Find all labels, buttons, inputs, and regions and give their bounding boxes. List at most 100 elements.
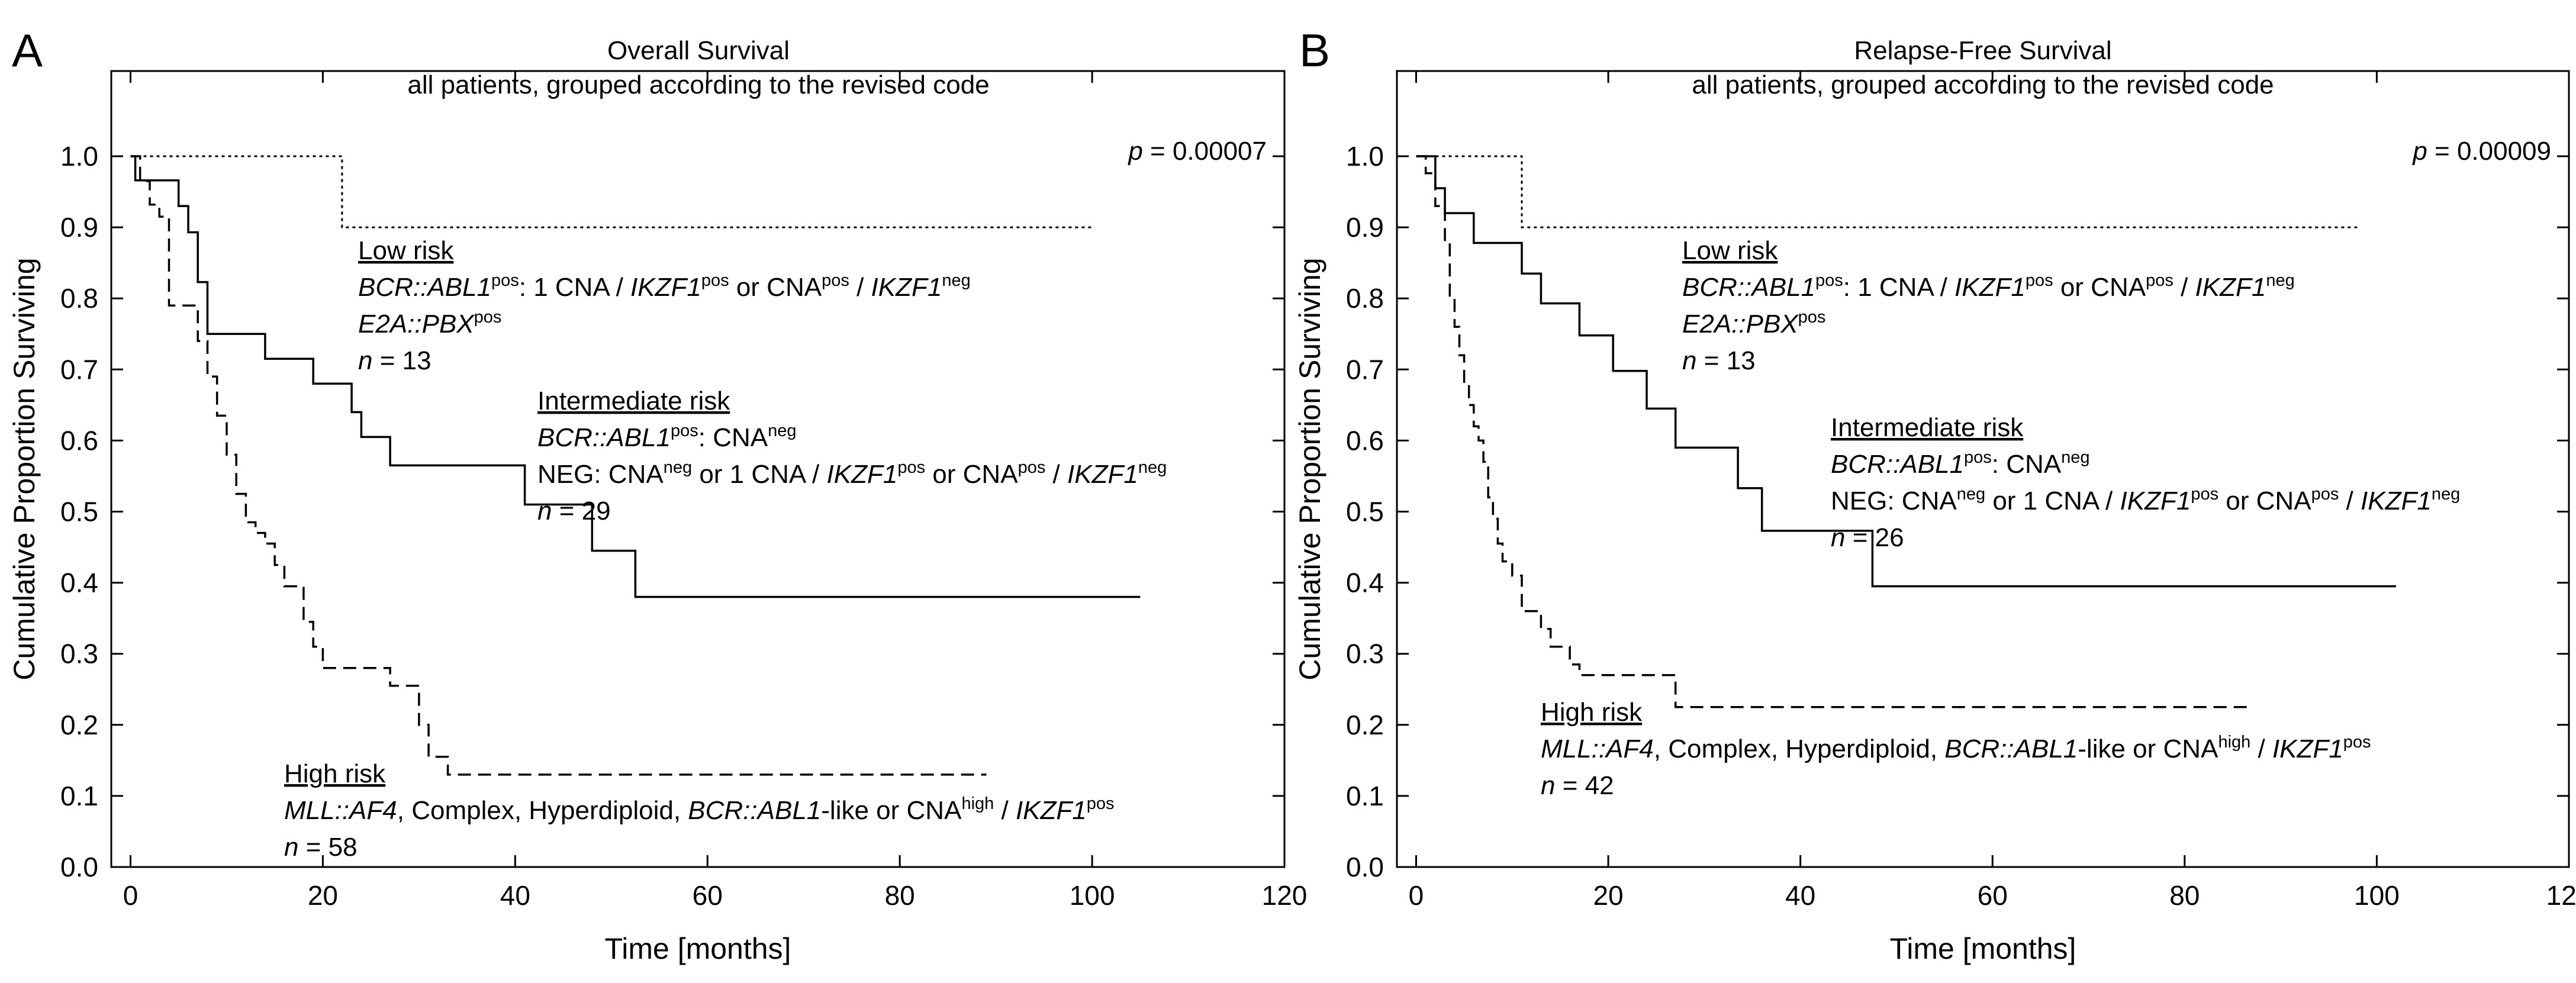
annotation-text: E2A::PBX <box>1682 310 1799 339</box>
annotation-text: n <box>1831 523 1845 552</box>
annotation-line: NEG: CNAneg or 1 CNA / IKZF1pos or CNApo… <box>537 458 1167 489</box>
annotation-text: : 1 CNA / <box>519 273 630 302</box>
annotation-text: = 26 <box>1845 523 1904 552</box>
x-tick-label: 120 <box>2546 880 2576 911</box>
panel-letter: B <box>1299 24 1330 76</box>
annotation-line: n = 29 <box>537 497 611 526</box>
p-value: p = 0.00007 <box>1127 137 1267 166</box>
annotation-text: = 29 <box>552 497 610 526</box>
x-axis-title: Time [months] <box>1890 932 2076 965</box>
y-tick-label: 0.8 <box>60 283 98 314</box>
y-tick-label: 0.1 <box>60 781 98 811</box>
y-tick-label: 0.7 <box>60 354 98 385</box>
series-curve-low-risk <box>130 155 1093 228</box>
series-name: Intermediate risk <box>1831 413 2024 442</box>
superscript: neg <box>1138 458 1167 477</box>
annotation-text: IKZF1 <box>1067 460 1138 489</box>
x-tick-label: 20 <box>308 880 338 911</box>
annotation-text: n <box>1682 346 1696 375</box>
annotation-text: IKZF1 <box>1016 796 1087 825</box>
plot-frame <box>110 70 1286 868</box>
annotation-text: IKZF1 <box>827 460 898 489</box>
superscript: pos <box>1798 308 1826 327</box>
annotation-line: n = 13 <box>358 346 432 375</box>
superscript: pos <box>2146 271 2174 290</box>
superscript: pos <box>491 271 519 290</box>
annotation-text: = 42 <box>1555 771 1614 800</box>
annotation-text: , Complex, Hyperdiploid, <box>397 796 688 825</box>
y-tick-label: 0.7 <box>1346 354 1384 385</box>
y-tick-label: 0.0 <box>60 852 98 882</box>
x-tick-label: 40 <box>1785 880 1815 911</box>
superscript: neg <box>664 458 692 477</box>
y-tick-label: 0.9 <box>60 212 98 243</box>
p-value-number: = 0.00009 <box>2427 137 2551 166</box>
annotation-text: n <box>358 346 372 375</box>
annotation-line: BCR::ABL1pos: CNAneg <box>537 421 797 452</box>
annotation-text: IKZF1 <box>2361 486 2432 515</box>
y-axis-title: Cumulative Proportion Surviving <box>8 257 41 680</box>
annotation-text: BCR::ABL1 <box>1682 273 1815 302</box>
annotation-text: IKZF1 <box>630 273 701 302</box>
x-tick-label: 0 <box>123 880 139 911</box>
y-tick-label: 0.4 <box>60 568 98 598</box>
annotation-text: NEG: CNA <box>537 460 664 489</box>
annotation-text: : 1 CNA / <box>1843 273 1954 302</box>
annotation-text: = 13 <box>372 346 431 375</box>
superscript: neg <box>768 421 796 440</box>
superscript: pos <box>822 271 849 290</box>
x-tick-label: 120 <box>1262 880 1308 911</box>
annotation-text: or 1 CNA / <box>692 460 826 489</box>
series-curve-intermediate-risk <box>130 155 1141 598</box>
superscript: pos <box>671 421 698 440</box>
x-tick-label: 0 <box>1409 880 1424 911</box>
annotation-line: NEG: CNAneg or 1 CNA / IKZF1pos or CNApo… <box>1831 485 2460 515</box>
annotation-line: BCR::ABL1pos: 1 CNA / IKZF1pos or CNApos… <box>1682 271 2295 302</box>
annotation-line: n = 13 <box>1682 346 1756 375</box>
x-tick-label: 40 <box>500 880 530 911</box>
y-tick-label: 0.5 <box>1346 497 1384 527</box>
p-value-number: = 0.00007 <box>1143 137 1267 166</box>
superscript: pos <box>1964 448 1992 467</box>
chart-subtitle: all patients, grouped according to the r… <box>1692 70 2274 99</box>
superscript: pos <box>701 271 729 290</box>
annotation-text: / <box>849 273 871 302</box>
series-name: High risk <box>284 759 386 788</box>
series-curve-high-risk <box>130 155 987 776</box>
y-tick-label: 0.6 <box>1346 425 1384 456</box>
plot-frame <box>1396 70 2570 868</box>
superscript: neg <box>1957 485 1985 504</box>
superscript: pos <box>2311 485 2339 504</box>
series-name: Low risk <box>358 236 454 265</box>
y-tick-label: 0.2 <box>1346 710 1384 740</box>
annotation-text: n <box>1541 771 1555 800</box>
x-tick-label: 60 <box>1978 880 2008 911</box>
annotation-text: BCR::ABL1 <box>537 423 671 452</box>
y-tick-label: 0.6 <box>60 425 98 456</box>
y-axis-title: Cumulative Proportion Surviving <box>1293 257 1326 680</box>
annotation-text: / <box>2174 273 2195 302</box>
annotation-line: n = 26 <box>1831 523 1904 552</box>
annotation-line: E2A::PBXpos <box>358 308 501 339</box>
annotation-text: BCR::ABL1 <box>688 796 821 825</box>
annotation-text: / <box>994 796 1016 825</box>
annotation-text: / <box>2339 486 2361 515</box>
superscript: neg <box>2432 485 2460 504</box>
superscript: neg <box>2061 448 2089 467</box>
superscript: pos <box>1087 794 1115 813</box>
annotation-text: n <box>537 497 552 526</box>
annotation-text: IKZF1 <box>2120 486 2191 515</box>
annotation-text: or CNA <box>2218 486 2311 515</box>
superscript: neg <box>2266 271 2294 290</box>
p-value: p = 0.00009 <box>2411 137 2551 166</box>
x-tick-label: 80 <box>885 880 915 911</box>
annotation-line: n = 58 <box>284 833 358 862</box>
series-curve-low-risk <box>1416 155 2358 228</box>
annotation-line: BCR::ABL1pos: CNAneg <box>1831 448 2090 479</box>
